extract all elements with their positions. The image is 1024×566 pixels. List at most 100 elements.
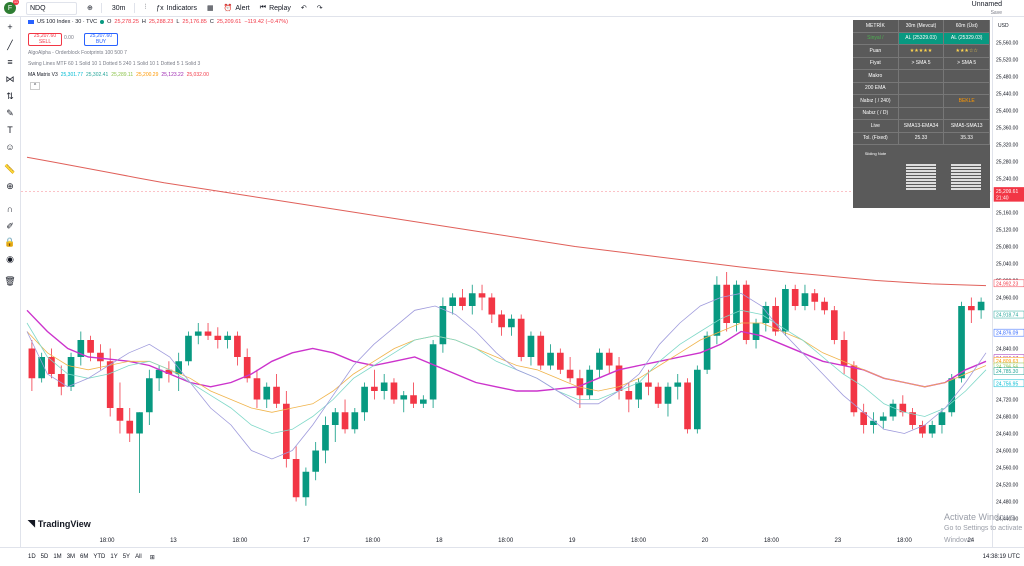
candle — [429, 340, 437, 408]
replay-button[interactable]: ⏮ Replay — [260, 4, 291, 12]
candle — [791, 284, 799, 311]
emoji-icon[interactable]: ☺ — [5, 142, 15, 152]
candle-body — [106, 361, 114, 408]
candle-body — [97, 352, 104, 362]
price-tag-bg — [993, 379, 1024, 388]
indicator-swing-lines[interactable]: Swing Lines MTF 60 1 Solid 10 1 Dotted 5… — [28, 61, 201, 67]
alert-icon: ⏰ — [223, 5, 233, 12]
candle-body — [468, 293, 476, 306]
brush-icon[interactable]: ✎ — [6, 108, 14, 118]
range-button[interactable]: 5D — [40, 554, 49, 560]
templates-icon[interactable]: ▦ — [207, 5, 214, 12]
candle — [253, 369, 261, 408]
candle-body — [576, 378, 584, 396]
ruler-icon[interactable]: 📏 — [4, 164, 16, 174]
alert-label: Alert — [235, 4, 250, 12]
axis-price-label: 25,040.00 — [996, 262, 1018, 268]
crosshair-icon[interactable]: + — [7, 22, 13, 32]
price-tag-bg — [993, 187, 1024, 202]
candle — [870, 412, 877, 434]
range-button[interactable]: All — [135, 554, 142, 560]
range-button[interactable]: 5Y — [122, 554, 131, 560]
candle — [723, 272, 731, 332]
notes-col-30m — [898, 147, 943, 207]
signal-table-cell: Sinyal / — [853, 32, 899, 44]
price-axis[interactable]: USD 25,560.00 25,520.00 25,480.00 25,440.00 2… — [992, 17, 1024, 547]
range-button[interactable]: 1M — [53, 554, 62, 560]
buy-sell-buttons: 25,207.60 SELL 25,207.60 BUY — [28, 33, 118, 46]
time-axis-label: 13 — [170, 538, 177, 544]
candle — [410, 382, 417, 408]
text-icon[interactable]: T — [7, 125, 13, 135]
forecast-icon[interactable]: ⇅ — [6, 91, 14, 101]
layout-name[interactable]: Unnamed Save — [972, 1, 1002, 17]
range-button[interactable]: 6M — [80, 554, 89, 560]
trendline-icon[interactable]: ╱ — [7, 40, 13, 50]
date-range-icon[interactable]: ⊞ — [149, 554, 155, 561]
trash-icon[interactable]: 🗑 — [4, 276, 16, 286]
sell-button[interactable]: 25,207.60 SELL — [28, 33, 62, 46]
signal-table-cell: > SMA 5 — [899, 57, 945, 69]
candle — [400, 391, 408, 413]
range-button[interactable]: YTD — [93, 554, 106, 560]
candle-body — [948, 378, 956, 413]
candle-body — [488, 297, 496, 315]
legend-symbol-title[interactable]: US 100 Index · 30 · TVC — [37, 19, 98, 25]
redo-icon[interactable]: ↷ — [316, 5, 323, 12]
price-tag-bg — [993, 310, 1024, 319]
price-tag-text: 24,809.63 — [996, 359, 1018, 365]
utc-clock[interactable]: 14:38:19 UTC — [982, 554, 1020, 560]
price-tag-text: 24,785.30 — [996, 369, 1018, 375]
axis-price-label: 24,480.00 — [996, 500, 1018, 506]
lock-drawing-icon[interactable]: ✐ — [6, 221, 14, 231]
candle — [282, 391, 290, 468]
axis-currency-label: USD — [998, 23, 1009, 29]
time-axis-label: 17 — [303, 538, 310, 544]
symbol-search-input[interactable]: NDQ — [26, 1, 77, 15]
zoom-icon[interactable]: ⊕ — [6, 181, 14, 191]
pattern-icon[interactable]: ⋈ — [5, 74, 15, 84]
interval-button[interactable]: 30m — [111, 4, 126, 12]
candle — [243, 348, 251, 383]
range-button[interactable]: 3M — [66, 554, 76, 560]
lock-icon[interactable]: 🔒 — [4, 237, 16, 247]
candle — [116, 382, 124, 434]
candle — [292, 446, 300, 502]
range-button[interactable]: 1Y — [110, 554, 118, 560]
chart-type-icon[interactable]: ⫶ — [144, 4, 147, 11]
signal-table-cell: ★★★★★ — [899, 45, 945, 57]
candle — [830, 306, 838, 345]
tradingview-logo[interactable]: ◥ TradingView — [28, 518, 91, 529]
axis-price-label: 24,680.00 — [996, 415, 1018, 421]
candle-body — [821, 301, 828, 311]
sell-label: SELL — [38, 38, 52, 45]
indicator-orderblock[interactable]: AlgoAlpha - Orderblock Footprints 100 50… — [28, 50, 127, 56]
collapse-legend-icon[interactable]: ^ — [30, 82, 40, 90]
signal-table-cell: Live — [853, 120, 899, 132]
magnet-icon[interactable]: ∩ — [6, 204, 14, 214]
price-chart[interactable]: 18:00 13 18:00 17 18:00 18 18:00 19 18:00 20 18:00… — [21, 17, 991, 547]
indicator-ma-matrix[interactable]: MA Matrix V3 25,301.77 25,302.41 25,289.11… — [28, 72, 209, 78]
fib-icon[interactable]: ≡ — [7, 57, 13, 67]
user-avatar[interactable]: F 11 — [4, 0, 19, 14]
candle — [517, 314, 525, 362]
compare-icon[interactable]: ⊕ — [87, 5, 93, 12]
buy-button[interactable]: 25,207.60 BUY — [84, 33, 118, 46]
price-tag-text: 24,756.95 — [996, 381, 1018, 387]
candle-body — [909, 412, 916, 425]
alert-button[interactable]: ⏰ Alert — [223, 4, 250, 13]
candle-body — [341, 412, 349, 430]
candle — [860, 403, 868, 434]
range-button[interactable]: 1D — [28, 554, 36, 560]
candle-body — [155, 369, 163, 379]
legend-open: 25,278.25 — [114, 19, 139, 25]
indicators-button[interactable]: ƒx Indicators — [156, 5, 197, 12]
candle-body — [204, 331, 212, 336]
signal-table-body: Sinyal / AL (25329.03) AL (25329.03) Puan ★… — [853, 32, 991, 145]
signal-table-row: Live SMA13-EMA34 SMA5-SMA13 — [853, 120, 991, 133]
eye-icon[interactable]: ◉ — [6, 254, 14, 264]
undo-icon[interactable]: ↶ — [300, 5, 307, 12]
candle — [165, 361, 173, 383]
candle-body — [703, 335, 711, 370]
price-tag-text: 25,209.61 — [996, 189, 1018, 195]
